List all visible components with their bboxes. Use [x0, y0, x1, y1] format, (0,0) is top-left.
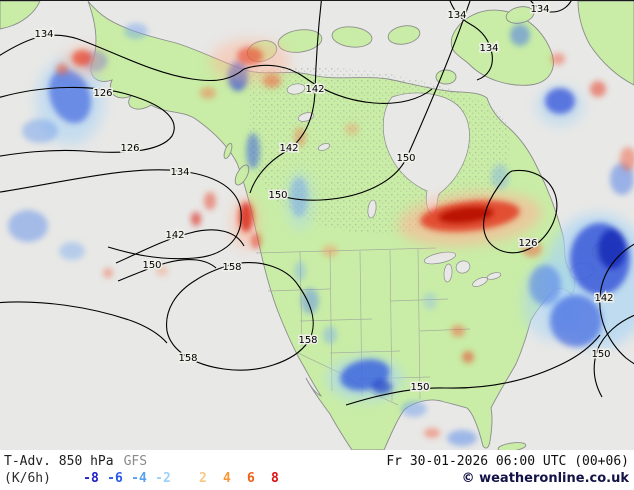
valid-time: Fr 30-01-2026 06:00 UTC (00+06): [386, 454, 629, 469]
contour-label: 134: [34, 29, 53, 40]
contour-label: 134: [447, 10, 466, 21]
arctic-island: [331, 26, 373, 48]
siberia-corner: [0, 1, 41, 30]
cuba: [497, 442, 527, 450]
contour-label: 158: [222, 262, 241, 273]
arctic-island: [505, 6, 535, 24]
footer-bar: T-Adv. 850 hPa GFS (K/6h) -8 -6 -4 -2 2 4 6 8 Fr …: [0, 450, 634, 490]
contour-label: 126: [518, 238, 537, 249]
lake-huron: [455, 260, 471, 274]
lake-winnipeg: [367, 199, 377, 219]
contour-label: 134: [170, 167, 189, 178]
contour-label-layer: 134 126 126 134 142 150 158 158 158 142 142 150 150 1…: [33, 3, 615, 395]
contour-label: 142: [279, 143, 298, 154]
arctic-island: [387, 25, 421, 45]
great-bear-lake: [286, 83, 306, 95]
scale-value: 2: [199, 471, 207, 486]
haida-gwaii: [223, 142, 233, 160]
geopotential-contours: [0, 1, 634, 406]
cold-advection-blobs: [8, 23, 634, 446]
warm-advection-blobs: [56, 47, 634, 438]
scale-value: -2: [155, 471, 171, 486]
contour-label: 142: [165, 230, 184, 241]
unit-line: (K/6h) -8 -6 -4 -2 2 4 6 8: [4, 471, 287, 486]
scale-value: 4: [223, 471, 231, 486]
product-label: T-Adv. 850 hPa: [4, 454, 114, 469]
scale-value: 8: [271, 471, 279, 486]
arctic-island: [277, 29, 323, 53]
contour-label: 142: [305, 84, 324, 95]
contour-label: 150: [410, 382, 429, 393]
contour-label: 158: [178, 353, 197, 364]
scale-value: -4: [131, 471, 147, 486]
scale-value: 6: [247, 471, 255, 486]
contour-label: 126: [93, 88, 112, 99]
forecast-map: 134 126 126 134 142 150 158 158 158 142 142 150 150 1…: [0, 0, 634, 450]
scale-value: -6: [107, 471, 123, 486]
contour-label: 134: [479, 43, 498, 54]
lake-athabasca: [317, 143, 331, 151]
contour-label: 158: [298, 335, 317, 346]
unit-label: (K/6h): [4, 471, 51, 486]
contour-label: 126: [120, 143, 139, 154]
contour-label: 150: [396, 153, 415, 164]
color-scale: -8 -6 -4 -2 2 4 6 8: [79, 471, 287, 486]
contour-label: 150: [142, 260, 161, 271]
vancouver-island: [234, 164, 250, 186]
scale-value: -8: [83, 471, 99, 486]
map-canvas: 134 126 126 134 142 150 158 158 158 142 142 150 150 1…: [0, 1, 634, 450]
state-borders: [255, 247, 471, 406]
southampton-island: [435, 69, 457, 85]
model-label: GFS: [123, 454, 148, 469]
contour-label: 150: [591, 349, 610, 360]
product-line: T-Adv. 850 hPa GFS: [4, 454, 147, 469]
lake-ontario: [486, 272, 502, 280]
greenland: [577, 1, 634, 86]
contour-label: 142: [594, 293, 613, 304]
contour-label: 150: [268, 190, 287, 201]
lake-michigan: [443, 263, 453, 283]
contour-label: 134: [530, 4, 549, 15]
copyright: © weatheronline.co.uk: [461, 471, 629, 486]
lake-superior: [423, 251, 457, 265]
